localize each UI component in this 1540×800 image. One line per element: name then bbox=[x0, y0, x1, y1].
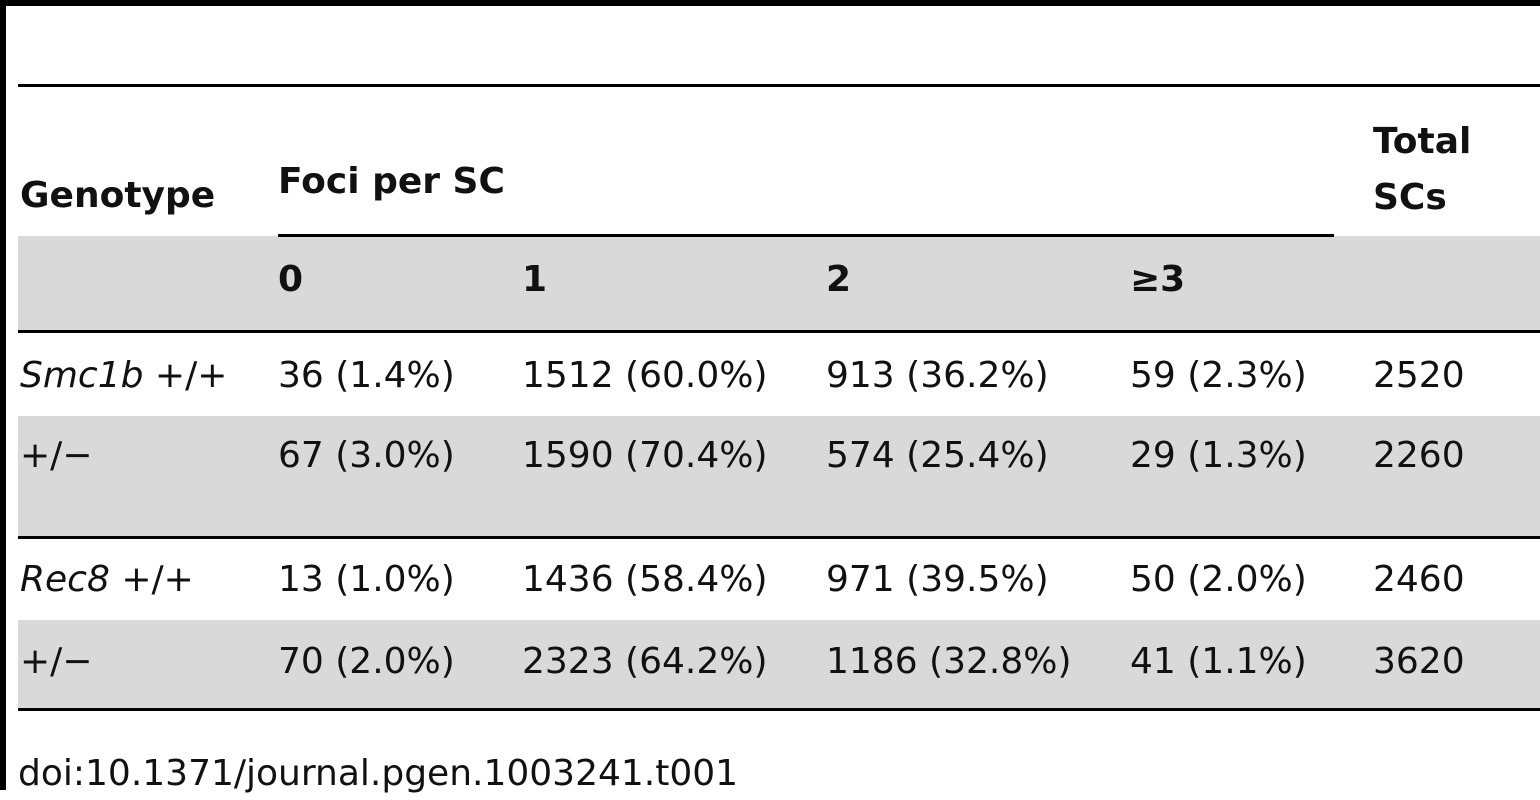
row-1-c1: 1512 (60.0%) bbox=[522, 355, 768, 396]
row-4-allele: +/− bbox=[20, 641, 93, 682]
row-2-total: 2260 bbox=[1373, 435, 1465, 476]
table-top-rule bbox=[18, 84, 1540, 87]
row-2-c1: 1590 (70.4%) bbox=[522, 435, 768, 476]
header-col-3: ≥3 bbox=[1130, 259, 1186, 300]
row-3-total: 2460 bbox=[1373, 559, 1465, 600]
left-border bbox=[0, 0, 6, 790]
row-4-genotype: +/− bbox=[20, 640, 92, 684]
row-1-c2: 913 (36.2%) bbox=[826, 355, 1049, 396]
row-4-c0: 70 (2.0%) bbox=[278, 641, 455, 682]
header-col-2: 2 bbox=[826, 259, 852, 300]
group-divider-rule bbox=[18, 536, 1540, 539]
row-3-c1: 1436 (58.4%) bbox=[522, 559, 768, 600]
top-border bbox=[0, 0, 1540, 6]
row-1-genotype: Smc1b +/+ bbox=[20, 354, 227, 398]
row-1-gene: Smc1b bbox=[20, 355, 144, 396]
row-2-c3: 29 (1.3%) bbox=[1130, 435, 1307, 476]
row-1-allele: +/+ bbox=[154, 355, 228, 396]
row-4-c3: 41 (1.1%) bbox=[1130, 641, 1307, 682]
row-4-total: 3620 bbox=[1373, 641, 1465, 682]
row-3-genotype: Rec8 +/+ bbox=[20, 558, 194, 602]
row-4-c1: 2323 (64.2%) bbox=[522, 641, 768, 682]
row-2-c0: 67 (3.0%) bbox=[278, 435, 455, 476]
row-3-c0: 13 (1.0%) bbox=[278, 559, 455, 600]
row-3-c2: 971 (39.5%) bbox=[826, 559, 1049, 600]
row-1-total: 2520 bbox=[1373, 355, 1465, 396]
row-1-c0: 36 (1.4%) bbox=[278, 355, 455, 396]
doi-link[interactable]: doi:10.1371/journal.pgen.1003241.t001 bbox=[18, 753, 739, 794]
row-2-genotype: +/− bbox=[20, 434, 92, 478]
row-shade-1 bbox=[18, 416, 1540, 536]
row-2-allele: +/− bbox=[20, 435, 93, 476]
row-shade-2 bbox=[18, 620, 1540, 708]
row-3-gene: Rec8 bbox=[20, 559, 110, 600]
row-1-c3: 59 (2.3%) bbox=[1130, 355, 1307, 396]
header-col-1: 1 bbox=[522, 259, 548, 300]
row-3-c3: 50 (2.0%) bbox=[1130, 559, 1307, 600]
foci-sub-rule bbox=[278, 234, 1334, 237]
header-foci: Foci per SC bbox=[278, 161, 505, 202]
header-total-line1: Total bbox=[1373, 121, 1472, 162]
header-genotype: Genotype bbox=[20, 175, 216, 216]
row-4-c2: 1186 (32.8%) bbox=[826, 641, 1072, 682]
header-bottom-rule bbox=[18, 330, 1540, 333]
table-bottom-rule bbox=[18, 708, 1540, 711]
header-col-0: 0 bbox=[278, 259, 304, 300]
row-3-allele: +/+ bbox=[121, 559, 194, 600]
row-2-c2: 574 (25.4%) bbox=[826, 435, 1049, 476]
header-total-line2: SCs bbox=[1373, 177, 1447, 218]
header-shade bbox=[18, 236, 1540, 332]
